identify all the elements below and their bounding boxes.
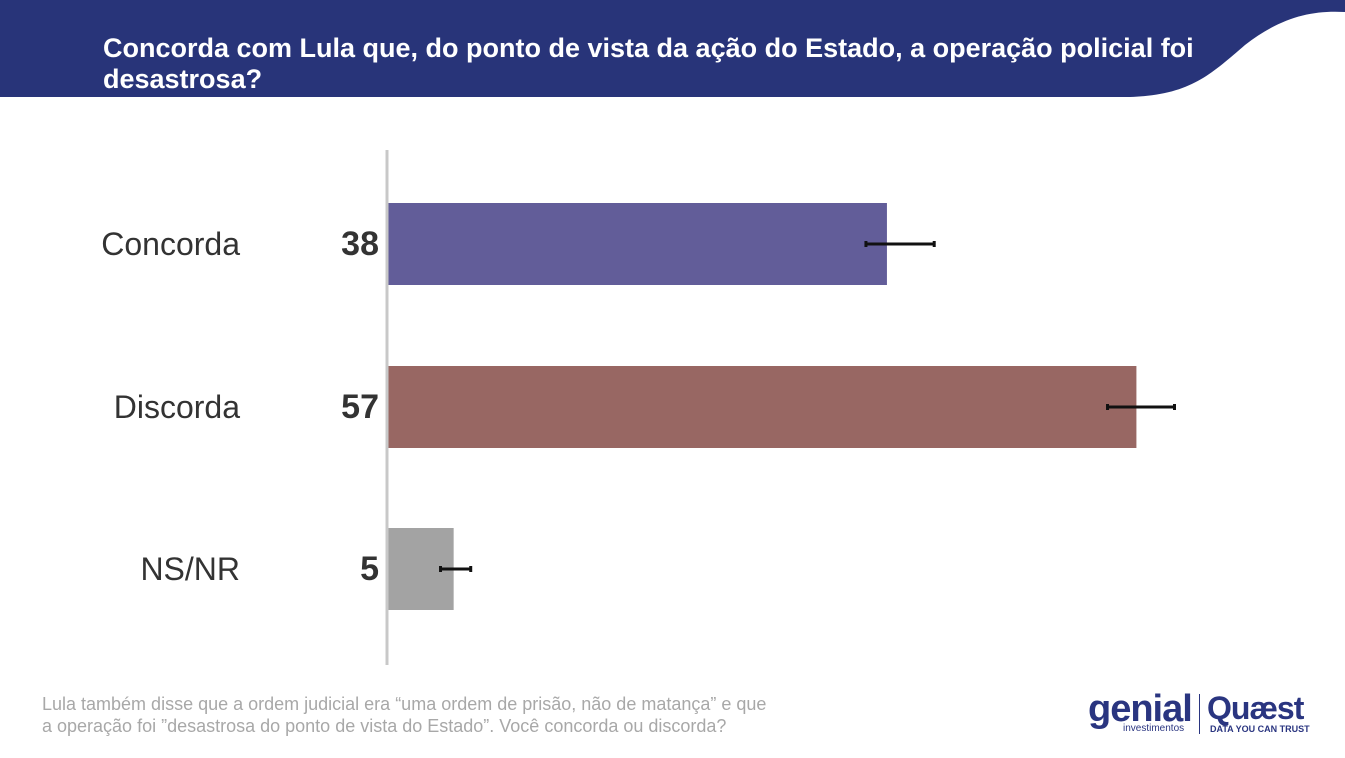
quaest-logo: Quæst [1207,690,1304,726]
genial-logo: genial [1088,688,1193,730]
bar-discorda [388,366,1137,448]
bar-concorda [388,203,887,285]
category-label-ns-nr: NS/NR [140,551,240,587]
category-label-concorda: Concorda [101,226,240,262]
bar-chart: Concorda 38 Discorda 57 NS/NR 5 [101,150,1176,665]
category-label-discorda: Discorda [114,389,240,425]
sponsor-logos: genial investimentos Quæst DATA YOU CAN … [1085,688,1315,738]
value-label-concorda: 38 [341,225,379,263]
header-shape [0,0,1345,97]
header-banner: Concorda com Lula que, do ponto de vista… [0,0,1345,100]
value-label-ns-nr: 5 [360,550,379,588]
question-note-line1: Lula também disse que a ordem judicial e… [42,694,767,714]
quaest-logo-tagline: DATA YOU CAN TRUST [1210,724,1310,734]
question-note: Lula também disse que a ordem judicial e… [42,693,892,737]
logo-divider [1199,694,1200,734]
value-label-discorda: 57 [341,388,379,426]
question-note-line2: a operação foi ”desastrosa do ponto de v… [42,716,727,736]
chart-title: Concorda com Lula que, do ponto de vista… [103,33,1194,94]
genial-logo-subtitle: investimentos [1123,723,1185,734]
